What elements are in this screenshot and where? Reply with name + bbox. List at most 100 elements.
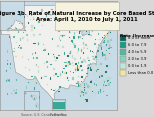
Bar: [95, 39, 96, 40]
Bar: [79, 92, 81, 94]
Bar: [9, 79, 10, 82]
Bar: [88, 28, 90, 29]
Bar: [15, 91, 17, 94]
Bar: [27, 39, 28, 41]
Bar: [44, 63, 45, 64]
Bar: [38, 43, 39, 44]
Bar: [25, 67, 26, 68]
Bar: [110, 47, 112, 48]
Bar: [99, 76, 100, 78]
Bar: [64, 52, 65, 55]
Bar: [64, 62, 67, 63]
Text: Less than 0.0: Less than 0.0: [128, 71, 153, 75]
Bar: [120, 35, 126, 41]
Bar: [34, 80, 35, 82]
Bar: [90, 88, 91, 89]
Bar: [95, 60, 97, 62]
Bar: [15, 19, 16, 21]
Bar: [83, 42, 84, 45]
Bar: [94, 43, 96, 45]
Bar: [103, 35, 105, 36]
Bar: [63, 35, 65, 36]
Bar: [46, 15, 47, 17]
Bar: [91, 80, 92, 81]
Bar: [72, 77, 74, 80]
Text: Source: U.S. Census Bureau: Source: U.S. Census Bureau: [21, 113, 65, 117]
Bar: [90, 63, 91, 64]
Bar: [89, 20, 91, 22]
Bar: [72, 42, 73, 43]
Bar: [25, 30, 26, 31]
Bar: [107, 58, 108, 59]
Bar: [50, 13, 51, 15]
Bar: [107, 33, 108, 35]
Bar: [8, 86, 9, 87]
Bar: [10, 67, 11, 69]
Bar: [34, 89, 35, 90]
Bar: [25, 93, 26, 94]
Bar: [33, 34, 35, 36]
Bar: [78, 84, 79, 87]
Bar: [38, 42, 39, 45]
Bar: [82, 69, 83, 70]
Bar: [39, 96, 40, 99]
Bar: [105, 55, 106, 56]
Bar: [53, 101, 65, 109]
Bar: [19, 23, 20, 24]
Bar: [73, 72, 74, 73]
Bar: [62, 8, 63, 9]
Bar: [29, 80, 30, 83]
Bar: [89, 34, 91, 36]
Bar: [95, 56, 97, 58]
Bar: [78, 82, 80, 85]
Bar: [35, 52, 36, 54]
Bar: [77, 65, 78, 68]
Bar: [47, 19, 49, 21]
Bar: [108, 78, 109, 79]
Bar: [73, 43, 75, 45]
Bar: [16, 42, 17, 43]
Bar: [79, 92, 80, 94]
Bar: [33, 57, 34, 59]
Bar: [67, 77, 68, 79]
Text: Rate (Increase): Rate (Increase): [120, 34, 154, 38]
Bar: [102, 56, 103, 57]
Bar: [102, 80, 104, 82]
Bar: [50, 14, 52, 16]
Bar: [82, 17, 84, 18]
Bar: [69, 62, 71, 65]
Bar: [64, 13, 65, 15]
Bar: [96, 15, 98, 16]
Bar: [86, 83, 87, 85]
Bar: [106, 78, 107, 80]
Bar: [77, 81, 79, 83]
Bar: [77, 19, 78, 20]
Bar: [39, 18, 40, 19]
Bar: [38, 66, 39, 68]
Bar: [59, 86, 61, 88]
Bar: [84, 87, 85, 88]
Bar: [95, 93, 96, 94]
Bar: [85, 92, 87, 94]
Bar: [101, 43, 102, 44]
Bar: [11, 25, 12, 27]
Bar: [26, 34, 28, 36]
Bar: [37, 92, 38, 94]
Bar: [84, 30, 85, 31]
Bar: [10, 63, 11, 65]
Bar: [56, 20, 58, 22]
Bar: [14, 48, 15, 49]
Bar: [81, 75, 83, 78]
Bar: [53, 68, 55, 70]
Bar: [93, 74, 94, 75]
Bar: [107, 68, 109, 69]
Bar: [15, 24, 16, 26]
Bar: [62, 71, 63, 73]
Bar: [73, 65, 74, 66]
Bar: [35, 84, 36, 86]
Bar: [79, 82, 80, 84]
Bar: [107, 26, 109, 28]
Bar: [6, 70, 7, 71]
Bar: [81, 91, 83, 93]
Bar: [97, 69, 99, 70]
